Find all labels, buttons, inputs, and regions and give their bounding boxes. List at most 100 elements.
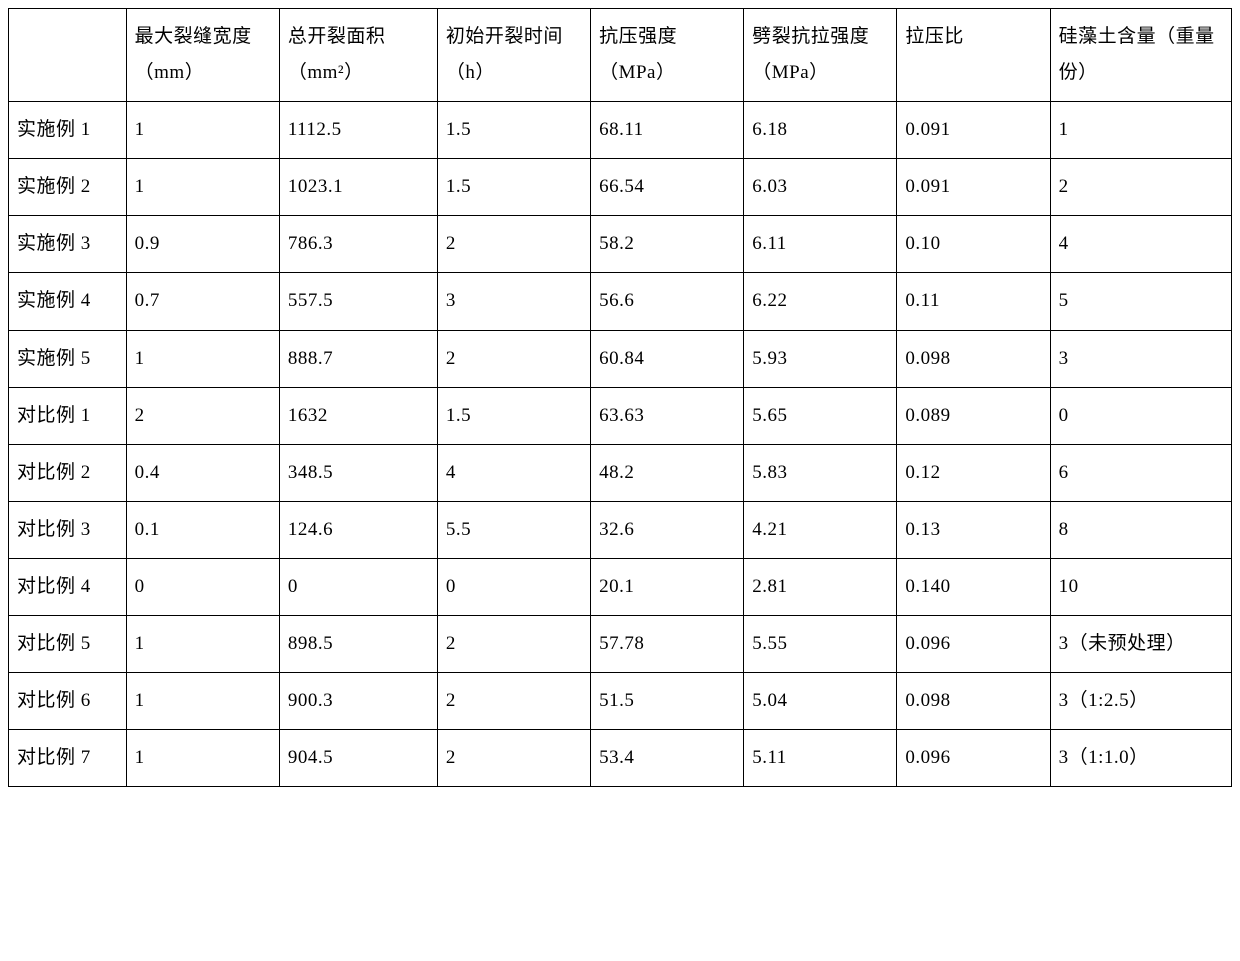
cell-c2: 1023.1 — [279, 159, 437, 216]
table-row: 实施例 40.7557.5356.66.220.115 — [9, 273, 1232, 330]
cell-c1: 0.1 — [126, 501, 279, 558]
cell-c1: 1 — [126, 673, 279, 730]
cell-c1: 0.7 — [126, 273, 279, 330]
cell-c4: 32.6 — [591, 501, 744, 558]
cell-c3: 3 — [437, 273, 590, 330]
data-table: 最大裂缝宽度（mm） 总开裂面积（mm²） 初始开裂时间（h） 抗压强度（MPa… — [8, 8, 1232, 787]
cell-c3: 2 — [437, 730, 590, 787]
cell-c5: 5.93 — [744, 330, 897, 387]
cell-c2: 888.7 — [279, 330, 437, 387]
cell-c7: 10 — [1050, 558, 1231, 615]
header-c7: 硅藻土含量（重量份） — [1050, 9, 1231, 102]
table-header-row: 最大裂缝宽度（mm） 总开裂面积（mm²） 初始开裂时间（h） 抗压强度（MPa… — [9, 9, 1232, 102]
table-row: 对比例 30.1124.65.532.64.210.138 — [9, 501, 1232, 558]
cell-c6: 0.10 — [897, 216, 1050, 273]
cell-c2: 124.6 — [279, 501, 437, 558]
table-row: 对比例 51898.5257.785.550.0963（未预处理） — [9, 616, 1232, 673]
cell-c7: 4 — [1050, 216, 1231, 273]
cell-c5: 5.11 — [744, 730, 897, 787]
cell-c5: 5.83 — [744, 444, 897, 501]
cell-c2: 904.5 — [279, 730, 437, 787]
cell-c5: 5.55 — [744, 616, 897, 673]
cell-c7: 5 — [1050, 273, 1231, 330]
cell-c1: 0.4 — [126, 444, 279, 501]
header-c6: 拉压比 — [897, 9, 1050, 102]
table-row: 实施例 51888.7260.845.930.0983 — [9, 330, 1232, 387]
cell-c6: 0.091 — [897, 159, 1050, 216]
cell-c3: 2 — [437, 330, 590, 387]
cell-c1: 1 — [126, 616, 279, 673]
cell-c3: 1.5 — [437, 159, 590, 216]
cell-c4: 56.6 — [591, 273, 744, 330]
cell-c2: 900.3 — [279, 673, 437, 730]
cell-c7: 8 — [1050, 501, 1231, 558]
header-c1: 最大裂缝宽度（mm） — [126, 9, 279, 102]
cell-c5: 6.11 — [744, 216, 897, 273]
cell-c3: 2 — [437, 216, 590, 273]
cell-c4: 51.5 — [591, 673, 744, 730]
table-row: 对比例 1216321.563.635.650.0890 — [9, 387, 1232, 444]
cell-c2: 348.5 — [279, 444, 437, 501]
cell-c5: 4.21 — [744, 501, 897, 558]
cell-c7: 1 — [1050, 102, 1231, 159]
cell-label: 对比例 7 — [9, 730, 127, 787]
table-row: 对比例 71904.5253.45.110.0963（1:1.0） — [9, 730, 1232, 787]
cell-c7: 3（1:1.0） — [1050, 730, 1231, 787]
table-row: 实施例 111112.51.568.116.180.0911 — [9, 102, 1232, 159]
header-c2: 总开裂面积（mm²） — [279, 9, 437, 102]
cell-label: 实施例 1 — [9, 102, 127, 159]
cell-label: 实施例 2 — [9, 159, 127, 216]
cell-c5: 2.81 — [744, 558, 897, 615]
cell-c7: 6 — [1050, 444, 1231, 501]
cell-c7: 3（未预处理） — [1050, 616, 1231, 673]
cell-label: 实施例 5 — [9, 330, 127, 387]
cell-c1: 1 — [126, 102, 279, 159]
cell-c4: 68.11 — [591, 102, 744, 159]
cell-c6: 0.091 — [897, 102, 1050, 159]
cell-c7: 3 — [1050, 330, 1231, 387]
cell-label: 对比例 1 — [9, 387, 127, 444]
cell-c6: 0.098 — [897, 330, 1050, 387]
cell-c4: 57.78 — [591, 616, 744, 673]
table-row: 实施例 211023.11.566.546.030.0912 — [9, 159, 1232, 216]
cell-label: 对比例 6 — [9, 673, 127, 730]
table-row: 对比例 61900.3251.55.040.0983（1:2.5） — [9, 673, 1232, 730]
cell-c3: 5.5 — [437, 501, 590, 558]
header-c4: 抗压强度（MPa） — [591, 9, 744, 102]
cell-c5: 6.03 — [744, 159, 897, 216]
cell-c2: 898.5 — [279, 616, 437, 673]
cell-c2: 1112.5 — [279, 102, 437, 159]
cell-c4: 63.63 — [591, 387, 744, 444]
cell-label: 对比例 5 — [9, 616, 127, 673]
cell-c3: 1.5 — [437, 387, 590, 444]
cell-c6: 0.11 — [897, 273, 1050, 330]
cell-c4: 20.1 — [591, 558, 744, 615]
cell-c2: 1632 — [279, 387, 437, 444]
cell-c3: 1.5 — [437, 102, 590, 159]
cell-c1: 2 — [126, 387, 279, 444]
cell-c5: 5.65 — [744, 387, 897, 444]
cell-c5: 6.18 — [744, 102, 897, 159]
table-row: 对比例 20.4348.5448.25.830.126 — [9, 444, 1232, 501]
table-body: 实施例 111112.51.568.116.180.0911实施例 211023… — [9, 102, 1232, 787]
cell-c2: 786.3 — [279, 216, 437, 273]
cell-c7: 0 — [1050, 387, 1231, 444]
cell-c3: 2 — [437, 673, 590, 730]
cell-c6: 0.13 — [897, 501, 1050, 558]
cell-c4: 66.54 — [591, 159, 744, 216]
cell-c6: 0.098 — [897, 673, 1050, 730]
cell-c1: 1 — [126, 330, 279, 387]
cell-c1: 0 — [126, 558, 279, 615]
table-row: 实施例 30.9786.3258.26.110.104 — [9, 216, 1232, 273]
cell-c1: 0.9 — [126, 216, 279, 273]
cell-c6: 0.089 — [897, 387, 1050, 444]
cell-c6: 0.096 — [897, 616, 1050, 673]
cell-label: 实施例 4 — [9, 273, 127, 330]
cell-c6: 0.096 — [897, 730, 1050, 787]
cell-c1: 1 — [126, 730, 279, 787]
cell-c7: 3（1:2.5） — [1050, 673, 1231, 730]
cell-c6: 0.12 — [897, 444, 1050, 501]
cell-c6: 0.140 — [897, 558, 1050, 615]
cell-label: 对比例 4 — [9, 558, 127, 615]
header-c5: 劈裂抗拉强度（MPa） — [744, 9, 897, 102]
